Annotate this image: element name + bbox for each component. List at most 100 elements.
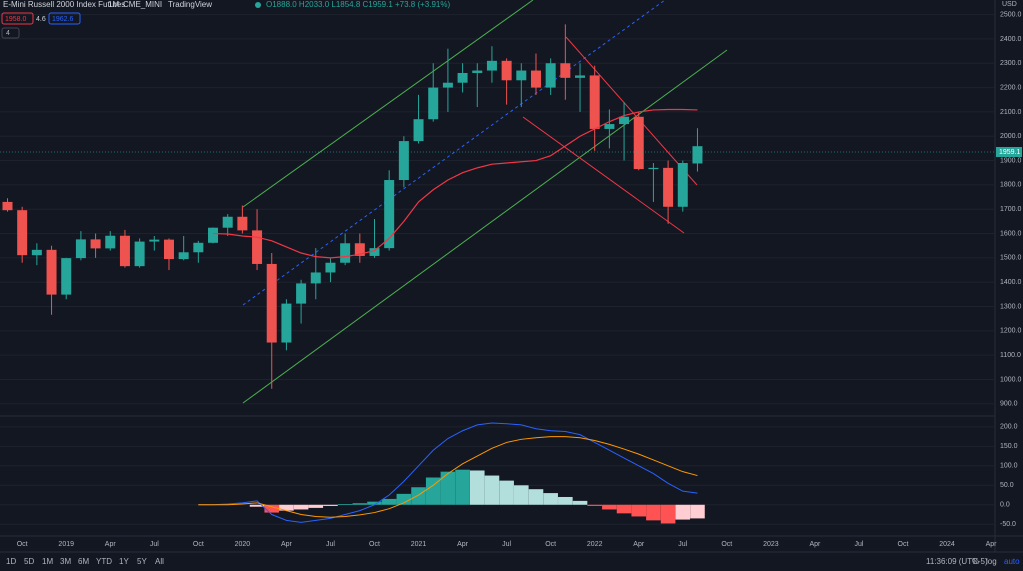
histogram-bar <box>616 504 632 514</box>
clock: 11:36:09 (UTC-5) <box>926 557 988 566</box>
histogram-bar <box>264 504 280 513</box>
bid-box[interactable] <box>1 12 34 25</box>
histogram-bar <box>602 504 617 510</box>
histogram-bar <box>528 489 544 505</box>
x-tick-label: Jul <box>678 541 687 548</box>
y-tick-label: 1500.0 <box>1000 255 1022 262</box>
interval: 1M <box>108 0 119 9</box>
y-tick-label: 1100.0 <box>1000 352 1021 359</box>
candle-body <box>2 201 13 211</box>
x-tick-label: Apr <box>281 541 293 548</box>
candle-body <box>281 303 292 343</box>
x-tick-label: 2022 <box>587 541 603 548</box>
x-tick-label: 2019 <box>58 541 74 548</box>
histogram-bar <box>587 504 602 506</box>
histogram-bar <box>249 504 265 507</box>
bid: 1958.0 <box>5 16 27 23</box>
x-tick-label: Apr <box>809 541 821 548</box>
range-button[interactable]: YTD <box>96 557 112 566</box>
x-tick-label: 2023 <box>763 541 779 548</box>
range-button[interactable]: 1M <box>42 557 53 566</box>
moving-average <box>213 108 698 259</box>
candle-body <box>325 262 336 273</box>
candle-body <box>619 116 630 125</box>
candle-body <box>589 75 600 129</box>
x-tick-label: Jul <box>502 541 511 548</box>
range-button[interactable]: 1Y <box>119 557 129 566</box>
candle-body <box>178 252 189 260</box>
macd-line <box>198 422 698 523</box>
range-button[interactable]: 1D <box>6 557 16 566</box>
candle-body <box>648 167 659 170</box>
indicator-toggle[interactable] <box>1 27 20 39</box>
candle-body <box>530 70 541 88</box>
histogram-bar <box>381 498 397 505</box>
y-tick-label: 2000.0 <box>1000 133 1022 140</box>
histogram-bar <box>543 493 558 505</box>
y-tick-label: 1700.0 <box>1000 206 1022 213</box>
exchange: CME_MINI <box>123 0 162 9</box>
candle-body <box>457 72 468 83</box>
candle-body <box>119 235 130 267</box>
x-tick-label: Oct <box>898 541 909 548</box>
channel-upper <box>242 0 534 208</box>
x-tick-label: Apr <box>633 541 645 548</box>
candle-body <box>516 70 527 81</box>
candle-body <box>46 249 57 295</box>
candle-body <box>398 141 409 181</box>
candle-body <box>61 258 72 295</box>
candle-body <box>310 272 321 284</box>
x-tick-label: 2020 <box>235 541 251 548</box>
histogram-bar <box>279 504 294 511</box>
range-button[interactable]: 5Y <box>137 557 147 566</box>
histogram-bar <box>411 487 426 505</box>
y-tick-label: 150.0 <box>1000 443 1018 450</box>
histogram-bar <box>367 501 382 505</box>
candle-body <box>633 116 644 170</box>
x-tick-label: Apr <box>986 541 998 548</box>
y-tick-label: 2200.0 <box>1000 84 1022 91</box>
candle-body <box>208 227 219 243</box>
wedge-lower <box>522 116 685 234</box>
percent-toggle[interactable]: % <box>972 557 979 566</box>
y-tick-label: 900.0 <box>1000 401 1018 408</box>
x-tick-label: Oct <box>193 541 204 548</box>
candle-body <box>413 119 424 142</box>
range-button[interactable]: 3M <box>60 557 71 566</box>
log-toggle[interactable]: log <box>986 557 997 566</box>
candle-body <box>428 87 439 120</box>
x-tick-label: Oct <box>545 541 556 548</box>
candle-body <box>296 283 307 304</box>
currency: USD <box>1002 1 1017 8</box>
candle-body <box>369 248 380 256</box>
ohlc: O1888.0 H2033.0 L1854.8 C1959.1 +73.8 (+… <box>266 0 450 9</box>
y-tick-label: 100.0 <box>1000 463 1018 470</box>
wedge-upper <box>565 36 698 186</box>
candle-body <box>692 146 703 164</box>
candle-body <box>384 180 395 249</box>
candle-body <box>90 239 101 249</box>
channel-lower <box>242 49 728 404</box>
y-tick-label: 2400.0 <box>1000 36 1022 43</box>
candle-body <box>17 210 28 256</box>
candle-body <box>134 241 145 267</box>
candle-body <box>575 75 586 78</box>
ask-box[interactable] <box>48 12 81 25</box>
candle-body <box>252 230 263 264</box>
histogram-bar <box>646 504 661 521</box>
range-button[interactable]: All <box>155 557 164 566</box>
source: TradingView <box>168 0 212 9</box>
candle-body <box>163 239 174 260</box>
range-button[interactable]: 6M <box>78 557 89 566</box>
range-button[interactable]: 5D <box>24 557 34 566</box>
histogram-bar <box>308 504 324 508</box>
histogram-bar <box>440 471 456 505</box>
histogram-bar <box>675 504 691 520</box>
auto-toggle[interactable]: auto <box>1004 557 1020 566</box>
y-tick-label: 2500.0 <box>1000 11 1022 18</box>
indicator-count: 4 <box>6 30 10 37</box>
x-tick-label: Jul <box>150 541 159 548</box>
y-tick-label: 2300.0 <box>1000 60 1022 67</box>
y-tick-label: 1400.0 <box>1000 279 1022 286</box>
candle-body <box>237 216 248 231</box>
